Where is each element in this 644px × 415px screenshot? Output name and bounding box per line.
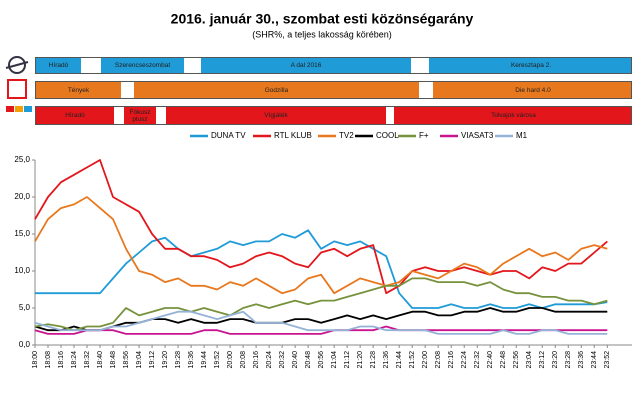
schedule-row-duna: Híradó Szerencseszombat A dal 2016 Kereszta… (35, 57, 632, 74)
x-tick-label: 21:52 (409, 351, 416, 369)
program: Vígjáték (264, 112, 288, 119)
x-tick-label: 19:36 (188, 351, 195, 369)
y-tick-label: 10,0 (14, 266, 30, 275)
schedule-gap (184, 58, 201, 73)
x-tick-label: 18:48 (110, 351, 117, 369)
schedule-gap (81, 58, 101, 73)
x-tick-label: 22:32 (474, 351, 481, 369)
legend-label: RTL KLUB (274, 131, 312, 140)
legend-label: DUNA TV (211, 131, 246, 140)
x-tick-label: 20:08 (240, 351, 247, 369)
x-tick-label: 20:16 (253, 351, 260, 369)
schedule-row-rtl: Híradó Fókusz plusz Vígjáték Tolvajok város… (35, 106, 632, 125)
program: Híradó (65, 112, 85, 119)
legend-label: COOL (376, 131, 399, 140)
program: Tények (67, 86, 90, 94)
x-tick-label: 22:56 (513, 351, 520, 369)
x-tick-label: 22:48 (500, 351, 507, 369)
x-tick-label: 23:12 (539, 351, 546, 369)
y-tick-label: 25,0 (14, 155, 30, 164)
series-line (34, 159, 608, 295)
logo-rtl (6, 106, 32, 112)
x-tick-label: 19:52 (214, 351, 221, 369)
x-tick-label: 22:00 (422, 351, 429, 369)
series-line (35, 229, 608, 309)
x-tick-label: 23:20 (552, 351, 559, 369)
program: Keresztapa 2. (510, 62, 552, 69)
legend-label: VIASAT3 (461, 131, 494, 140)
legend-label: F+ (419, 131, 429, 140)
chart-title: 2016. január 30., szombat esti közönséga… (171, 11, 474, 27)
logo-tv2 (7, 79, 27, 99)
x-tick-label: 18:56 (123, 351, 130, 369)
y-tick-label: 0,0 (19, 340, 31, 349)
x-tick-label: 21:04 (331, 351, 338, 369)
x-tick-label: 20:48 (305, 351, 312, 369)
schedule-gap (121, 82, 134, 98)
program: Szerencseszombat (114, 62, 171, 69)
schedule-gap (114, 107, 124, 124)
schedule-gap (419, 82, 433, 98)
schedule-gap (411, 58, 429, 73)
x-tick-label: 18:00 (32, 351, 39, 369)
x-tick-label: 19:20 (162, 351, 169, 369)
x-tick-label: 23:28 (565, 351, 572, 369)
y-tick-label: 5,0 (19, 303, 31, 312)
program: Híradó (48, 62, 69, 69)
x-tick-label: 20:32 (279, 351, 286, 369)
y-tick-label: 20,0 (14, 192, 30, 201)
x-tick-label: 21:28 (370, 351, 377, 369)
legend-label: M1 (516, 131, 528, 140)
schedule-gap (386, 107, 394, 124)
schedule-gap (156, 107, 166, 124)
y-tick-label: 15,0 (14, 229, 30, 238)
x-tick-label: 20:40 (292, 351, 299, 369)
series-line (34, 277, 608, 332)
series-line (34, 310, 608, 335)
x-tick-label: 21:20 (357, 351, 364, 369)
x-tick-label: 23:36 (578, 351, 585, 369)
x-tick-label: 22:16 (448, 351, 455, 369)
x-tick-label: 23:44 (591, 351, 598, 369)
x-tick-label: 21:36 (383, 351, 390, 369)
x-tick-label: 22:40 (487, 351, 494, 369)
x-tick-label: 23:04 (526, 351, 533, 369)
x-tick-label: 20:00 (227, 351, 234, 369)
program: Die hard 4.0 (515, 86, 551, 94)
chart-subtitle: (SHR%, a teljes lakosság körében) (252, 29, 392, 39)
x-tick-label: 18:08 (45, 351, 52, 369)
x-tick-label: 21:12 (344, 351, 351, 369)
x-tick-label: 18:32 (84, 351, 91, 369)
x-tick-label: 23:52 (604, 351, 611, 369)
x-tick-label: 20:24 (266, 351, 273, 369)
schedule-row-tv2: Tények Godzilla Die hard 4.0 (35, 81, 632, 99)
x-tick-label: 18:16 (58, 351, 65, 369)
series-line (34, 325, 608, 335)
program: Tolvajok városa (491, 112, 536, 119)
x-tick-label: 19:28 (175, 351, 182, 369)
series-line (34, 307, 608, 332)
x-tick-label: 19:44 (201, 351, 208, 369)
x-tick-label: 20:56 (318, 351, 325, 369)
x-tick-label: 18:40 (97, 351, 104, 369)
legend-label: TV2 (339, 131, 354, 140)
x-tick-label: 19:12 (149, 351, 156, 369)
program: A dal 2016 (290, 62, 322, 69)
program: Godzilla (264, 86, 289, 94)
x-tick-label: 22:24 (461, 351, 468, 369)
series-line (34, 196, 608, 295)
logo-duna (5, 56, 29, 74)
x-tick-label: 18:24 (71, 351, 78, 369)
x-tick-label: 22:08 (435, 351, 442, 369)
x-tick-label: 19:04 (136, 351, 143, 369)
program: Fókusz plusz (129, 108, 151, 123)
x-tick-label: 21:44 (396, 351, 403, 369)
